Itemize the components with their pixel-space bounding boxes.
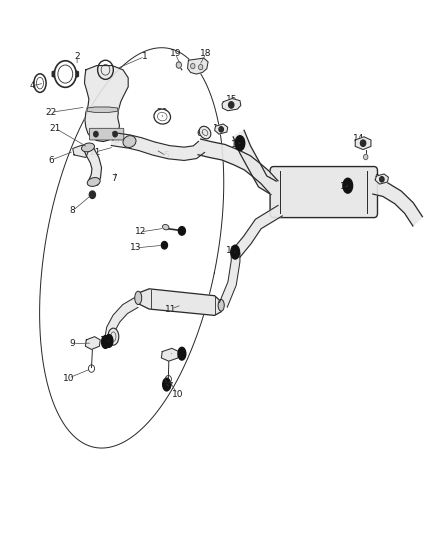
Circle shape xyxy=(229,102,234,108)
Polygon shape xyxy=(198,139,278,193)
Ellipse shape xyxy=(87,177,100,187)
Circle shape xyxy=(380,176,384,182)
Text: 2: 2 xyxy=(74,52,80,61)
Circle shape xyxy=(178,227,185,235)
Polygon shape xyxy=(161,349,179,361)
Text: 21: 21 xyxy=(49,124,61,133)
Polygon shape xyxy=(85,66,128,142)
Ellipse shape xyxy=(162,378,170,391)
Ellipse shape xyxy=(218,300,224,311)
Text: 15: 15 xyxy=(226,94,238,103)
Text: 9: 9 xyxy=(166,350,172,359)
Circle shape xyxy=(198,64,203,70)
Polygon shape xyxy=(233,205,282,257)
Ellipse shape xyxy=(81,143,95,152)
Circle shape xyxy=(161,241,167,249)
FancyBboxPatch shape xyxy=(270,166,378,217)
Polygon shape xyxy=(52,71,54,77)
Polygon shape xyxy=(355,137,371,150)
Text: 6: 6 xyxy=(197,129,202,138)
Text: 16: 16 xyxy=(375,174,386,183)
Text: 12: 12 xyxy=(135,228,146,237)
Ellipse shape xyxy=(178,348,186,360)
Polygon shape xyxy=(222,99,241,111)
Circle shape xyxy=(219,127,223,132)
Circle shape xyxy=(176,62,181,68)
Text: 20: 20 xyxy=(156,108,168,117)
Ellipse shape xyxy=(231,245,240,259)
Ellipse shape xyxy=(235,136,245,151)
Text: 16: 16 xyxy=(213,124,225,133)
Text: 17: 17 xyxy=(163,382,174,391)
Circle shape xyxy=(113,132,117,137)
Ellipse shape xyxy=(199,126,211,139)
Text: 10: 10 xyxy=(63,374,74,383)
Circle shape xyxy=(364,155,368,160)
Ellipse shape xyxy=(154,109,170,124)
Text: 13: 13 xyxy=(130,244,142,253)
Text: 3: 3 xyxy=(113,136,119,145)
Text: 17: 17 xyxy=(231,140,242,149)
FancyBboxPatch shape xyxy=(89,128,124,140)
Polygon shape xyxy=(84,144,102,185)
Polygon shape xyxy=(187,58,208,74)
Polygon shape xyxy=(233,130,276,195)
Circle shape xyxy=(94,132,98,137)
Text: 17: 17 xyxy=(226,246,238,255)
Polygon shape xyxy=(219,253,240,307)
Text: 19: 19 xyxy=(170,50,181,58)
Circle shape xyxy=(191,63,195,69)
Polygon shape xyxy=(111,132,205,160)
Text: 10: 10 xyxy=(172,390,183,399)
Text: 17: 17 xyxy=(340,182,351,191)
Ellipse shape xyxy=(162,224,169,230)
Ellipse shape xyxy=(102,336,110,349)
Polygon shape xyxy=(85,337,100,350)
Polygon shape xyxy=(215,124,228,134)
Polygon shape xyxy=(136,289,223,316)
Circle shape xyxy=(89,191,95,198)
Text: 6: 6 xyxy=(48,156,54,165)
Text: 9: 9 xyxy=(70,339,76,348)
Text: 4: 4 xyxy=(29,81,35,90)
Circle shape xyxy=(360,140,366,147)
Text: 14: 14 xyxy=(353,134,364,143)
Ellipse shape xyxy=(105,335,113,348)
Ellipse shape xyxy=(108,328,119,345)
Polygon shape xyxy=(105,298,138,341)
Text: 22: 22 xyxy=(45,108,57,117)
Text: 1: 1 xyxy=(142,52,148,61)
Text: 21: 21 xyxy=(89,148,100,157)
Polygon shape xyxy=(373,180,422,226)
Text: 17: 17 xyxy=(100,336,111,345)
Text: 18: 18 xyxy=(200,50,212,58)
Text: 5: 5 xyxy=(164,151,170,160)
Ellipse shape xyxy=(135,291,142,304)
Polygon shape xyxy=(87,107,118,112)
Ellipse shape xyxy=(123,135,136,148)
Polygon shape xyxy=(375,174,389,184)
Ellipse shape xyxy=(343,178,353,193)
Text: 7: 7 xyxy=(111,174,117,183)
Polygon shape xyxy=(76,71,78,77)
Polygon shape xyxy=(73,146,88,158)
Text: 11: 11 xyxy=(165,304,177,313)
Text: 8: 8 xyxy=(70,206,76,215)
